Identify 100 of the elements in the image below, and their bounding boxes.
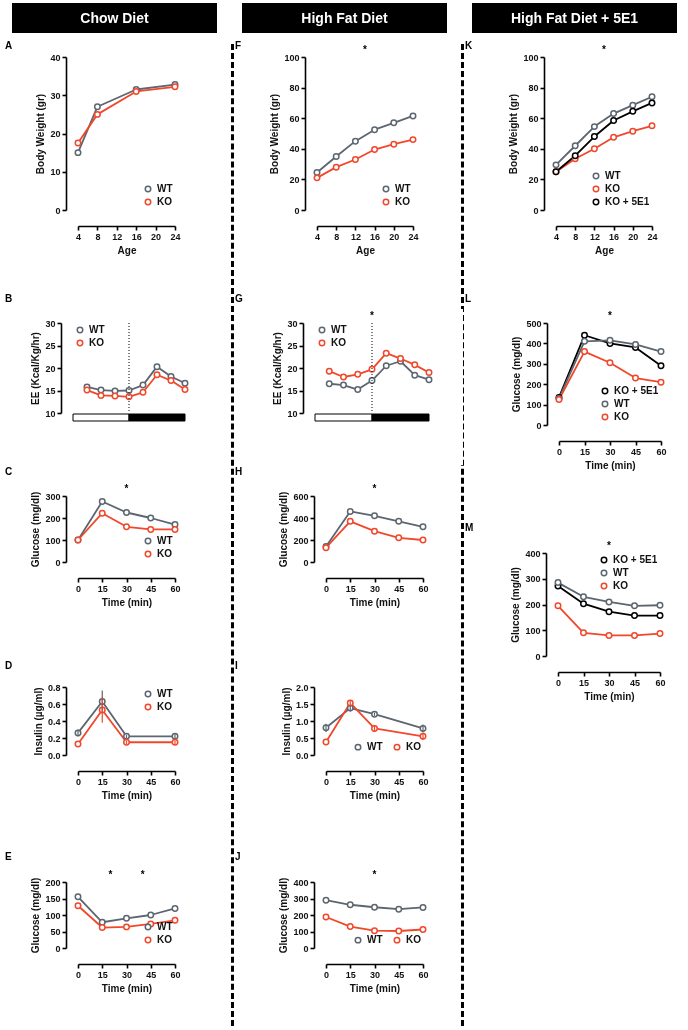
y-tick-label: 400 bbox=[526, 338, 542, 349]
x-tick-label: 45 bbox=[146, 583, 157, 594]
y-tick-label: 0 bbox=[55, 557, 61, 568]
chart-subtitle: A bbox=[5, 40, 13, 51]
text: * bbox=[602, 44, 607, 55]
y-tick-label: 0 bbox=[536, 420, 542, 431]
y-tick-label: 300 bbox=[45, 491, 61, 502]
legend-label: KO + 5E1 bbox=[613, 554, 658, 565]
y-tick-label: 0 bbox=[294, 205, 300, 216]
x-tick-label: 20 bbox=[389, 231, 400, 242]
text: * bbox=[140, 869, 145, 880]
y-tick-label: 200 bbox=[293, 535, 309, 546]
legend-label: KO bbox=[605, 183, 621, 194]
chart-title: Chow Diet bbox=[12, 3, 217, 33]
y-axis-title: Glucose (mg/dl) bbox=[278, 877, 290, 954]
y-tick-label: 0 bbox=[55, 943, 61, 954]
text: * bbox=[608, 310, 613, 321]
y-tick-label: 200 bbox=[525, 600, 541, 610]
x-tick-label: 12 bbox=[112, 231, 123, 242]
y-axis-title: Glucose (mg/dl) bbox=[30, 491, 42, 568]
y-tick-label: 40 bbox=[528, 144, 539, 155]
x-tick-label: 16 bbox=[609, 231, 620, 242]
x-tick-label: 60 bbox=[418, 583, 429, 594]
x-tick-label: 30 bbox=[121, 776, 133, 787]
y-tick-label: 20 bbox=[287, 363, 298, 374]
chart-title: E bbox=[5, 851, 12, 862]
legend-label: KO + 5E1 bbox=[614, 385, 659, 396]
x-tick-label: 12 bbox=[350, 231, 361, 242]
legend-label: WT bbox=[613, 567, 629, 578]
legend-label: WT bbox=[367, 934, 383, 946]
legend-label: WT bbox=[367, 741, 383, 753]
y-axis-title: Glucose (mg/dl) bbox=[278, 491, 290, 568]
x-tick-label: 0 bbox=[323, 583, 330, 594]
y-tick-label: 80 bbox=[528, 83, 539, 94]
x-axis-title: Age bbox=[117, 244, 137, 256]
x-tick-label: 4 bbox=[314, 231, 321, 242]
x-tick-label: 60 bbox=[170, 583, 181, 594]
x-tick-label: 45 bbox=[394, 583, 405, 594]
y-tick-label: 200 bbox=[45, 877, 61, 888]
x-tick-label: 45 bbox=[146, 776, 157, 787]
y-tick-label: 30 bbox=[45, 318, 56, 329]
y-axis-title: Insulin (µg/ml) bbox=[280, 687, 292, 756]
y-tick-label: 100 bbox=[525, 625, 541, 636]
x-tick-label: 30 bbox=[369, 776, 381, 787]
chart-title: D bbox=[5, 660, 13, 671]
legend-label: KO bbox=[331, 337, 347, 348]
text: I bbox=[235, 660, 238, 671]
x-tick-label: 0 bbox=[75, 776, 82, 787]
y-axis-title: Body Weight (gr) bbox=[508, 93, 520, 175]
x-axis-title: Time (min) bbox=[101, 596, 153, 608]
y-tick-label: 200 bbox=[526, 379, 542, 390]
text: K bbox=[465, 40, 473, 51]
y-tick-label: 15 bbox=[287, 386, 298, 396]
y-tick-label: 40 bbox=[289, 144, 300, 155]
y-tick-label: 0.4 bbox=[47, 716, 61, 727]
x-tick-label: 20 bbox=[151, 231, 162, 242]
x-axis-title: Age bbox=[595, 244, 615, 256]
legend-label: KO bbox=[157, 196, 173, 207]
x-tick-label: 60 bbox=[170, 776, 181, 787]
x-axis-title: Time (min) bbox=[349, 982, 401, 994]
x-tick-label: 8 bbox=[573, 231, 579, 242]
y-tick-label: 30 bbox=[50, 90, 61, 101]
x-axis-title: Time (min) bbox=[101, 789, 153, 801]
legend-label: KO bbox=[613, 580, 629, 591]
y-tick-label: 1.0 bbox=[295, 716, 309, 727]
y-tick-label: 50 bbox=[50, 927, 61, 937]
x-tick-label: 15 bbox=[97, 969, 108, 980]
y-tick-label: 0.5 bbox=[295, 733, 309, 744]
x-tick-label: 45 bbox=[394, 969, 405, 980]
x-tick-label: 60 bbox=[418, 776, 429, 787]
x-tick-label: 16 bbox=[370, 231, 381, 242]
text: * bbox=[607, 540, 612, 551]
text: * bbox=[363, 44, 368, 55]
x-tick-label: 0 bbox=[555, 677, 562, 688]
y-tick-label: 150 bbox=[45, 894, 61, 904]
legend-label: WT bbox=[89, 324, 105, 335]
y-tick-label: 0.2 bbox=[47, 733, 61, 744]
x-tick-label: 12 bbox=[589, 231, 600, 242]
x-tick-label: 0 bbox=[323, 776, 330, 787]
y-axis-title: Glucose (mg/dl) bbox=[510, 567, 522, 643]
y-tick-label: 300 bbox=[293, 894, 309, 904]
x-tick-label: 30 bbox=[605, 446, 616, 457]
x-axis-title: Time (min) bbox=[101, 982, 153, 994]
legend-label: KO + 5E1 bbox=[605, 196, 650, 207]
x-tick-label: 30 bbox=[121, 583, 133, 594]
y-tick-label: 30 bbox=[287, 318, 298, 329]
x-axis-title: Age bbox=[356, 244, 376, 256]
y-tick-label: 100 bbox=[45, 535, 61, 546]
y-tick-label: 0 bbox=[533, 205, 539, 216]
x-tick-label: 15 bbox=[345, 776, 356, 787]
x-tick-label: 30 bbox=[369, 583, 381, 594]
x-tick-label: 15 bbox=[97, 776, 108, 787]
text: H bbox=[235, 466, 243, 477]
text: M bbox=[465, 522, 474, 533]
y-tick-label: 15 bbox=[45, 386, 56, 396]
y-tick-label: 0 bbox=[303, 557, 309, 568]
x-tick-label: 0 bbox=[75, 583, 82, 594]
y-axis-title: Glucose (mg/dl) bbox=[511, 336, 523, 413]
y-tick-label: 2.0 bbox=[295, 682, 309, 693]
text: * bbox=[124, 483, 129, 494]
